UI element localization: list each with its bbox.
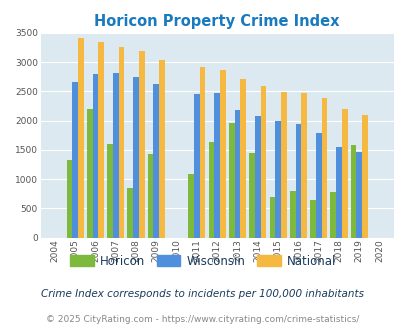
Title: Horicon Property Crime Index: Horicon Property Crime Index <box>94 14 339 29</box>
Bar <box>361 115 367 238</box>
Bar <box>275 121 280 238</box>
Bar <box>92 74 98 238</box>
Bar <box>240 79 245 238</box>
Bar <box>289 191 295 238</box>
Bar <box>335 147 341 238</box>
Bar <box>107 144 113 238</box>
Bar <box>220 70 225 238</box>
Bar <box>330 192 335 238</box>
Bar <box>350 145 356 238</box>
Bar <box>280 92 286 238</box>
Bar <box>113 73 118 238</box>
Bar <box>301 93 306 238</box>
Bar <box>315 133 321 238</box>
Bar <box>98 42 104 238</box>
Bar <box>139 50 144 238</box>
Bar <box>249 153 254 238</box>
Bar <box>295 124 301 238</box>
Bar <box>228 123 234 238</box>
Bar <box>321 98 326 238</box>
Bar <box>147 154 153 238</box>
Bar <box>254 116 260 238</box>
Bar <box>72 82 78 238</box>
Bar <box>127 188 133 238</box>
Bar <box>78 38 83 238</box>
Bar <box>118 47 124 238</box>
Bar <box>153 84 159 238</box>
Bar <box>66 160 72 238</box>
Bar <box>87 109 92 238</box>
Bar <box>133 77 139 238</box>
Bar <box>199 68 205 238</box>
Bar <box>159 60 164 238</box>
Legend: Horicon, Wisconsin, National: Horicon, Wisconsin, National <box>65 250 340 273</box>
Bar <box>260 86 266 238</box>
Bar <box>234 110 240 238</box>
Bar <box>188 174 194 238</box>
Bar <box>341 109 347 238</box>
Bar <box>309 200 315 238</box>
Bar <box>356 152 361 238</box>
Text: © 2025 CityRating.com - https://www.cityrating.com/crime-statistics/: © 2025 CityRating.com - https://www.city… <box>46 315 359 324</box>
Bar <box>269 197 275 238</box>
Bar <box>208 142 214 238</box>
Bar <box>194 94 199 238</box>
Text: Crime Index corresponds to incidents per 100,000 inhabitants: Crime Index corresponds to incidents per… <box>41 289 364 299</box>
Bar <box>214 93 220 238</box>
